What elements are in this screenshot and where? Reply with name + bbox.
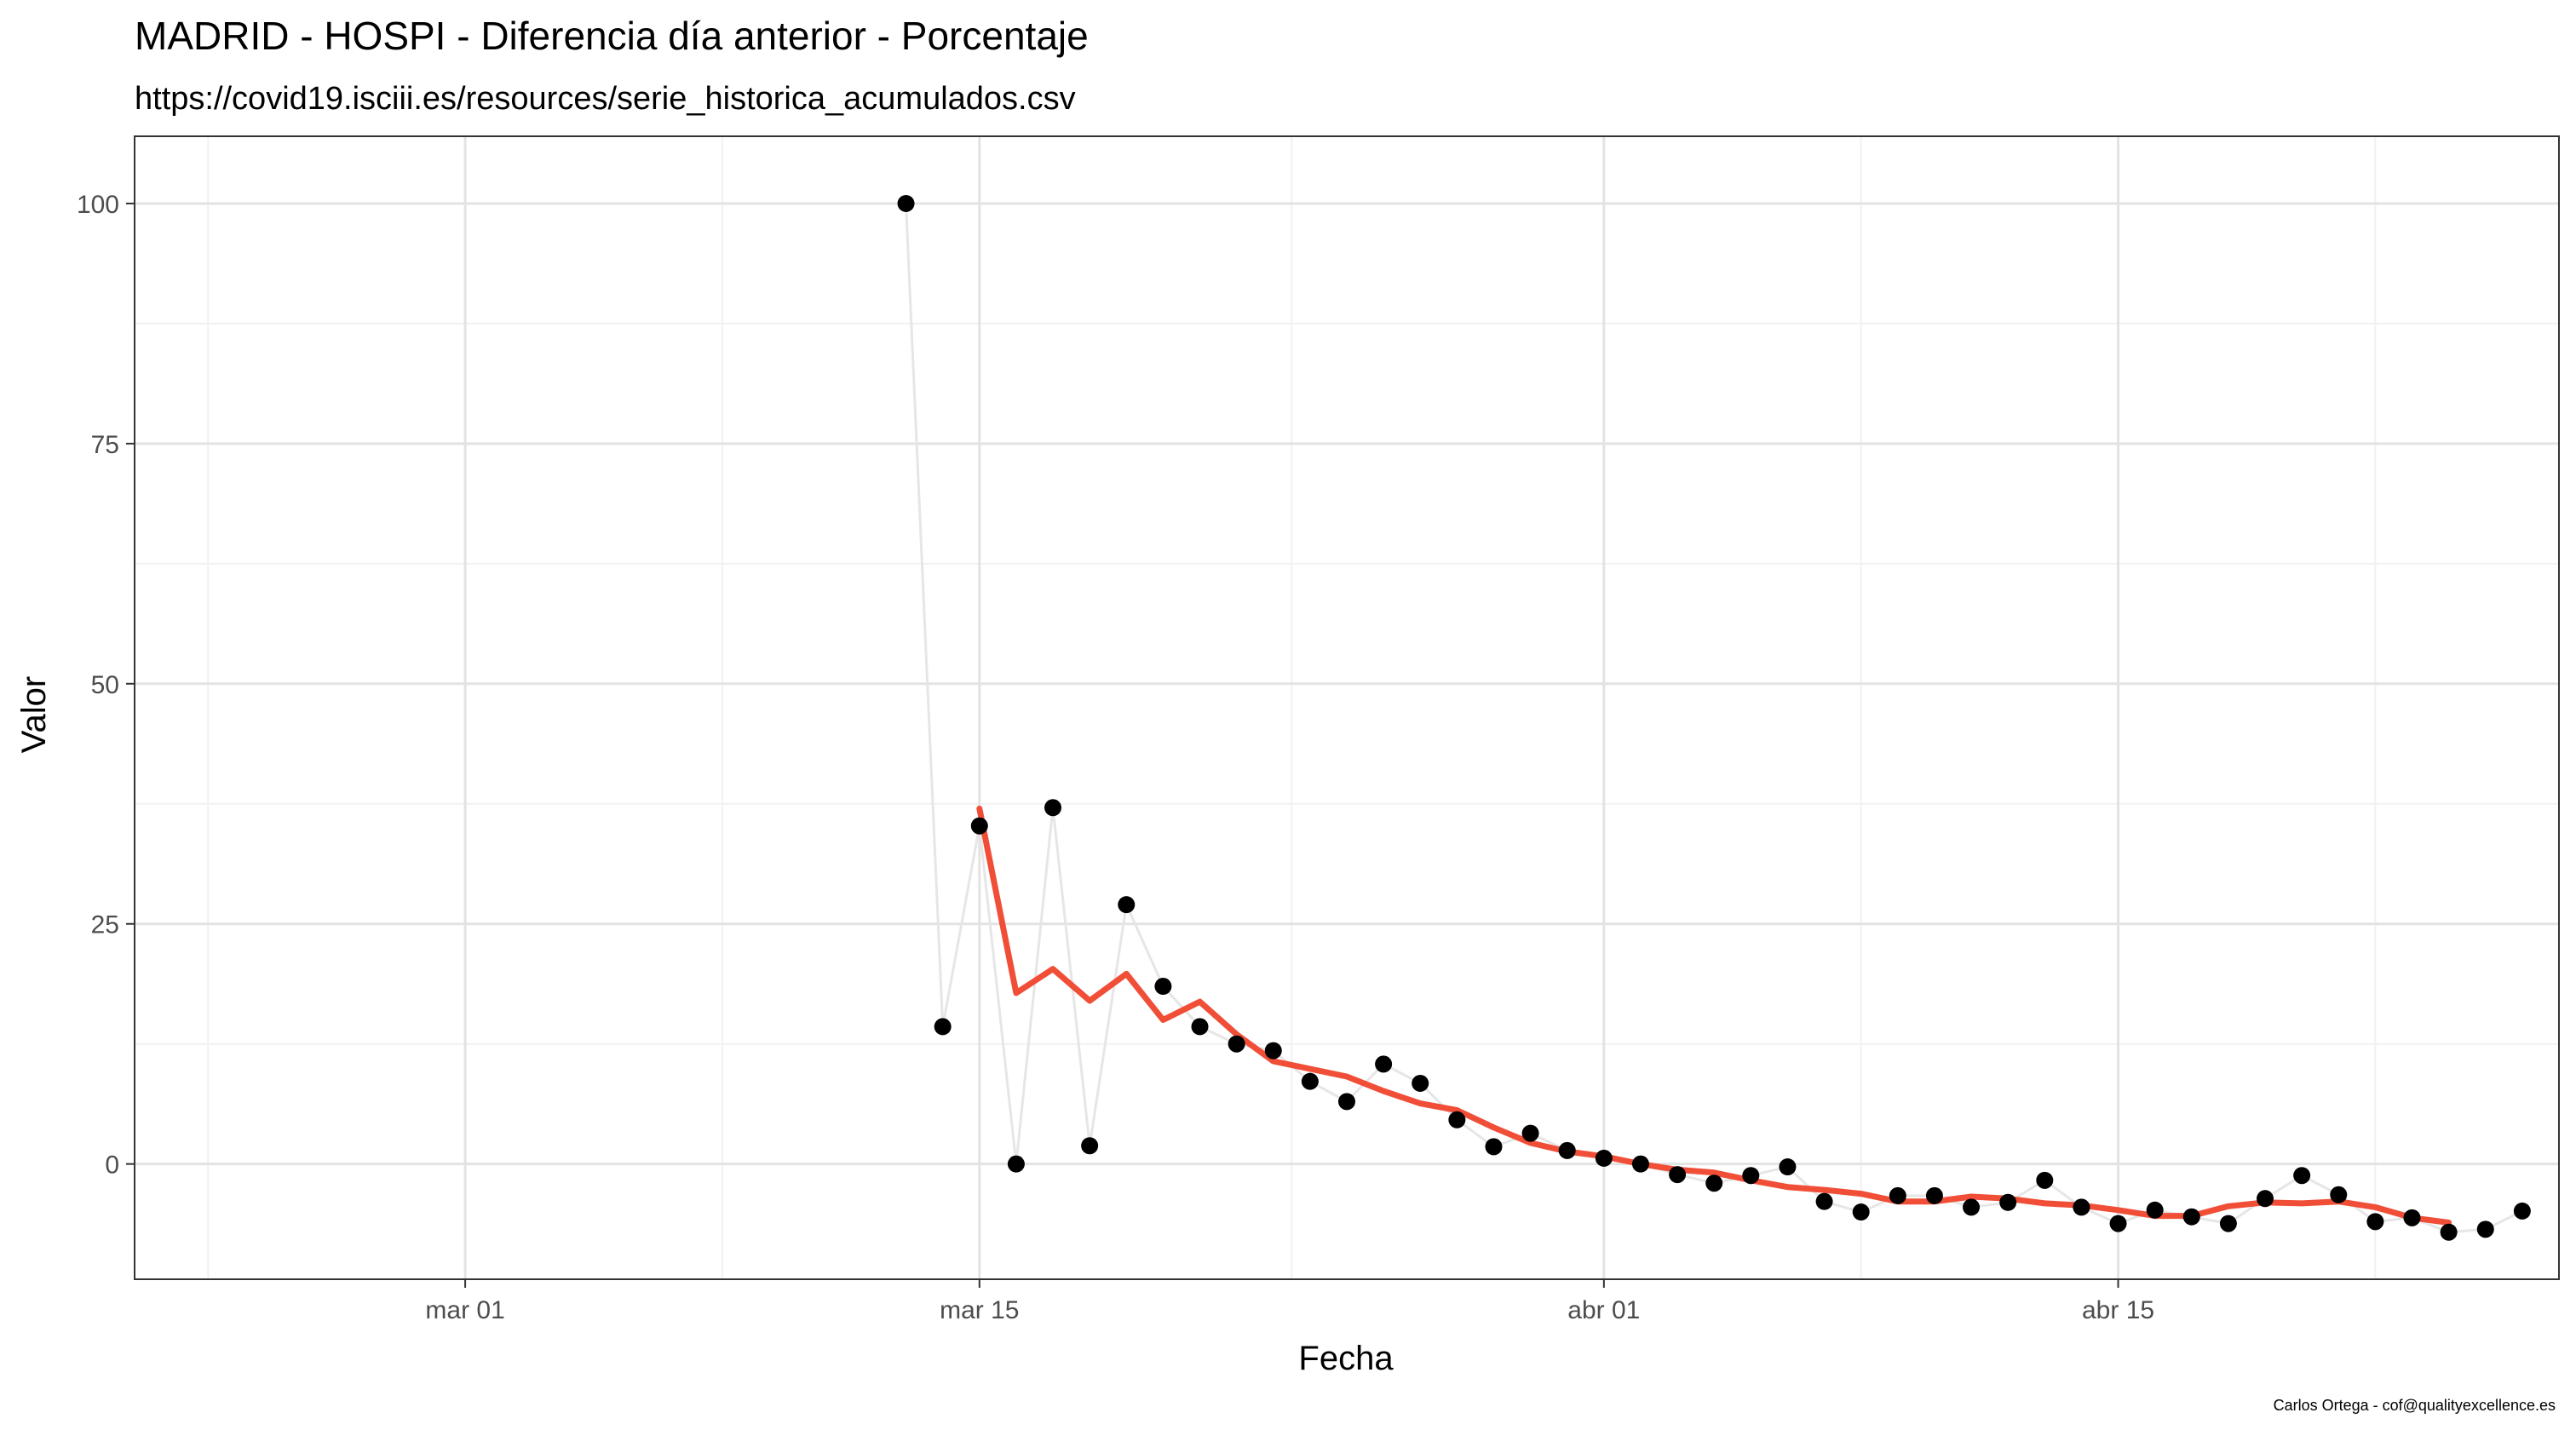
data-point — [1631, 1155, 1649, 1173]
data-point — [1191, 1018, 1209, 1036]
y-tick-label: 75 — [91, 431, 119, 459]
x-tick-label: abr 01 — [1567, 1296, 1640, 1324]
y-axis-title: Valor — [15, 676, 53, 753]
x-tick-label: mar 01 — [425, 1296, 504, 1324]
data-point — [1815, 1192, 1833, 1210]
x-axis-title: Fecha — [1298, 1340, 1394, 1377]
y-tick-label: 0 — [105, 1151, 119, 1180]
data-point — [2146, 1201, 2164, 1219]
data-point — [1007, 1155, 1025, 1173]
data-point — [2293, 1167, 2311, 1185]
data-point — [1301, 1072, 1319, 1090]
y-tick-label: 50 — [91, 671, 119, 699]
data-point — [2257, 1190, 2274, 1208]
data-point — [1485, 1138, 1503, 1156]
data-point — [1705, 1174, 1723, 1192]
caption: Carlos Ortega - cof@qualityexcellence.es — [2274, 1397, 2556, 1414]
data-point — [1999, 1193, 2017, 1211]
x-tick-label: mar 15 — [940, 1296, 1019, 1324]
data-point — [2440, 1223, 2458, 1241]
data-point — [2403, 1209, 2421, 1226]
data-point — [1742, 1167, 1760, 1185]
data-point — [2073, 1198, 2090, 1216]
data-point — [2330, 1186, 2348, 1203]
data-point — [1264, 1042, 1282, 1060]
data-point — [1963, 1198, 1981, 1216]
data-point — [2219, 1215, 2237, 1232]
chart-subtitle: https://covid19.isciii.es/resources/seri… — [135, 81, 1076, 117]
chart-title: MADRID - HOSPI - Diferencia día anterior… — [135, 14, 1089, 58]
data-point — [970, 817, 988, 835]
data-point — [934, 1018, 952, 1036]
data-point — [897, 194, 915, 212]
data-point — [1338, 1093, 1355, 1111]
x-tick-label: abr 15 — [2082, 1296, 2154, 1324]
y-tick-label: 100 — [77, 191, 119, 219]
data-point — [1779, 1158, 1797, 1176]
data-point — [2476, 1220, 2494, 1238]
data-point — [1044, 799, 1062, 817]
data-point — [1118, 896, 1136, 914]
data-point — [2036, 1171, 2054, 1189]
smoothed-line — [976, 805, 2452, 1226]
data-point — [1081, 1137, 1099, 1155]
data-point — [1228, 1035, 1245, 1053]
data-point — [1521, 1124, 1539, 1142]
data-point — [1925, 1186, 1943, 1204]
data-point — [1889, 1186, 1906, 1204]
data-point — [2366, 1213, 2384, 1231]
data-point — [2109, 1215, 2127, 1232]
data-point — [2513, 1202, 2531, 1220]
y-tick-label: 25 — [91, 911, 119, 939]
data-point — [1669, 1166, 1687, 1184]
data-point — [1595, 1149, 1613, 1167]
data-point — [2182, 1208, 2200, 1226]
data-point — [1412, 1074, 1429, 1092]
data-point — [1375, 1055, 1393, 1073]
data-point — [1558, 1141, 1576, 1159]
plot-area: 0 25 50 75 100 mar 01 mar 15 abr 01 abr 15 — [77, 135, 2560, 1324]
data-point — [1852, 1203, 1870, 1221]
data-point — [1154, 978, 1172, 996]
data-point — [1448, 1111, 1466, 1128]
panel-border — [134, 135, 2560, 1280]
